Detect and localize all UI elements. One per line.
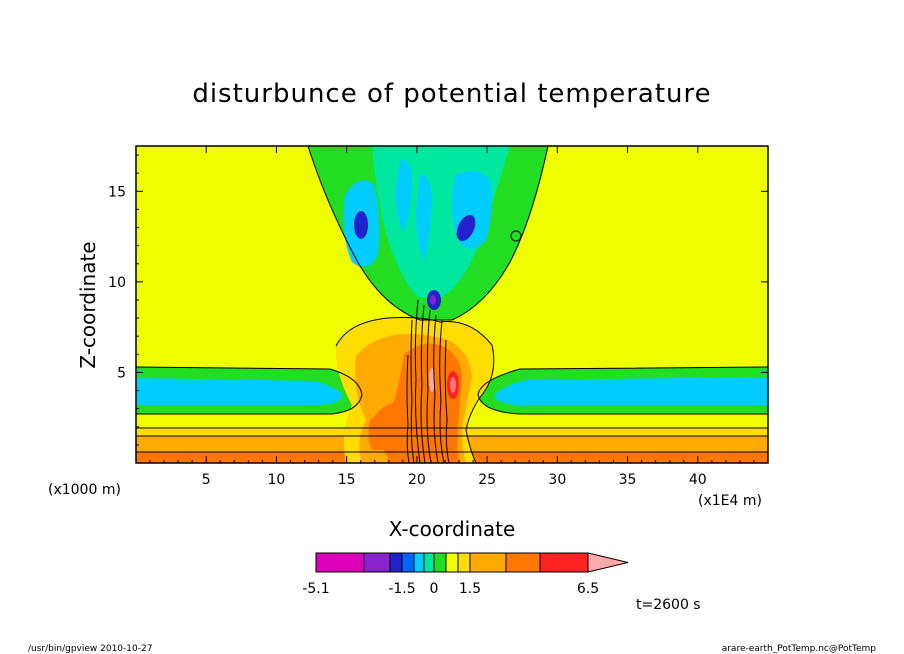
y-tick-label: 15 (108, 184, 126, 200)
footer-right: arare-earth_PotTemp.nc@PotTemp (722, 644, 877, 654)
colorbar: -5.1 -1.5 0 1.5 6.5 (302, 552, 629, 597)
colorbar-label: 6.5 (577, 581, 599, 597)
y-axis: 5 10 15 (108, 154, 768, 446)
colorbar-label: 1.5 (459, 581, 481, 597)
core-contours (406, 299, 450, 463)
colorbar-label: -5.1 (302, 581, 329, 597)
contour-lines (136, 146, 768, 463)
x-tick-label: 40 (689, 472, 707, 488)
contour-region (416, 174, 432, 262)
contour-region (368, 411, 402, 450)
colorbar-swatch (315, 552, 365, 573)
x-tick-label: 30 (548, 472, 566, 488)
x-tick-label: 10 (268, 472, 286, 488)
x-axis-label: X-coordinate (389, 517, 516, 541)
x-tick-label: 35 (619, 472, 637, 488)
y-tick-label: 10 (108, 275, 126, 291)
colorbar-extend-arrow (587, 552, 629, 573)
x-axis: 5 10 15 20 25 30 35 40 (149, 146, 755, 488)
contour-region (396, 159, 412, 232)
colorbar-label: -1.5 (388, 581, 415, 597)
y-tick-label: 5 (117, 365, 126, 381)
colorbar-swatch (539, 552, 589, 573)
x-tick-label: 15 (338, 472, 356, 488)
colorbar-swatch (457, 552, 471, 573)
x-tick-label: 25 (478, 472, 496, 488)
colorbar-swatch (445, 552, 459, 573)
colorbar-swatch (413, 552, 425, 573)
time-label: t=2600 s (636, 597, 701, 613)
chart-title: disturbunce of potential temperature (192, 79, 711, 109)
x-tick-label: 20 (408, 472, 426, 488)
colorbar-swatch (363, 552, 391, 573)
x-tick-label: 5 (202, 472, 211, 488)
colorbar-swatch (505, 552, 541, 573)
y-axis-label: Z-coordinate (76, 241, 100, 368)
x-units-label: (x1E4 m) (698, 493, 762, 509)
contour-region (430, 295, 436, 305)
contour-region (136, 378, 343, 406)
colorbar-swatch (423, 552, 435, 573)
contour-region (456, 214, 476, 242)
colorbar-swatch (389, 552, 403, 573)
y-units-label: (x1000 m) (48, 482, 121, 498)
colorbar-label: 0 (430, 581, 439, 597)
colorbar-swatch (401, 552, 415, 573)
colorbar-swatch (433, 552, 447, 573)
plot-frame (135, 145, 769, 464)
contour-region (450, 377, 456, 393)
footer-left: /usr/bin/gpview 2010-10-27 (28, 644, 152, 654)
contour-region (494, 377, 768, 406)
contour-region (354, 211, 368, 239)
plot-area (136, 146, 768, 463)
colorbar-swatch (469, 552, 507, 573)
